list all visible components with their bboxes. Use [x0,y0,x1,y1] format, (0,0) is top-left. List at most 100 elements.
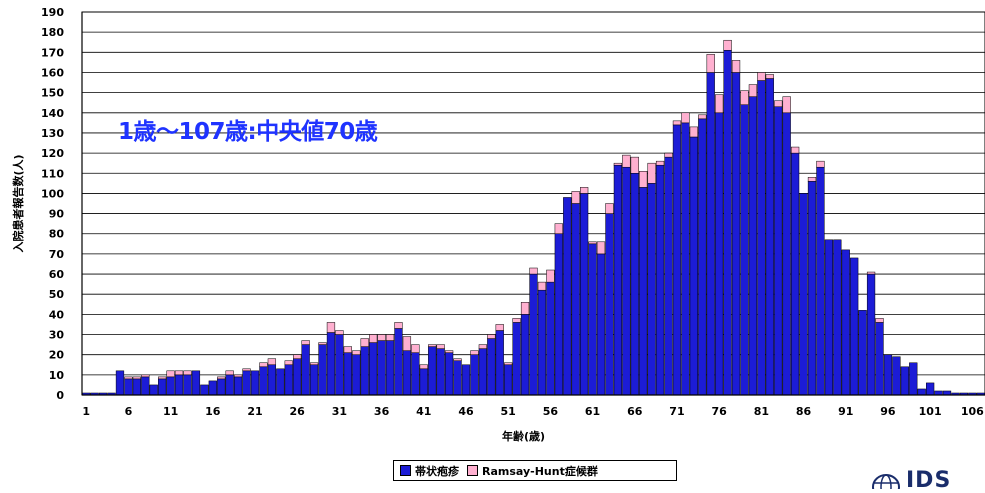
bar-ramsay-hunt [360,338,369,347]
bar-ramsay-hunt [419,364,428,370]
bar-shingles [580,193,589,396]
bar-shingles [740,104,749,396]
bar-shingles [394,328,403,396]
x-tick-label: 16 [205,405,221,418]
bar-shingles [377,340,386,396]
bar-shingles [664,156,673,396]
bar-shingles [672,124,682,396]
bar-ramsay-hunt [158,376,167,380]
bar-ramsay-hunt [377,334,386,341]
bar-ramsay-hunt [183,370,192,376]
bar-shingles [276,368,285,396]
bar-shingles [689,136,698,396]
bar-shingles [166,376,175,396]
bar-shingles [250,370,260,396]
bar-shingles [284,364,293,396]
bar-shingles [681,122,690,396]
bar-shingles [124,378,133,396]
bar-ramsay-hunt [267,358,277,366]
bar-ramsay-hunt [326,322,336,333]
bar-shingles [191,370,201,396]
bar-ramsay-hunt [259,362,268,368]
bar-shingles [141,376,150,396]
bar-shingles [715,112,724,396]
y-tick-label: 40 [49,308,65,321]
bar-ramsay-hunt [655,160,665,166]
bar-ramsay-hunt [790,146,800,154]
bar-shingles [647,183,656,396]
bar-ramsay-hunt [233,374,243,378]
bar-shingles [343,352,352,396]
x-tick-labels: 1 6 11 16 21 26 31 36 41 46 51 56 61 66 71 76 81 86 91 96 10… [82,405,984,418]
bar-ramsay-hunt [385,334,395,341]
bar-shingles [765,78,774,396]
bar-ramsay-hunt [571,191,580,204]
bar-shingles [774,106,783,396]
bar-ramsay-hunt [402,336,412,351]
bar-ramsay-hunt [816,160,825,168]
bar-ramsay-hunt [352,350,361,355]
y-tick-label: 80 [49,228,65,241]
bar-shingles [309,364,319,396]
x-tick-label: 56 [543,405,559,418]
bar-chart: 0 10 20 30 40 50 60 70 80 90 100 110 120 130 140 150 160… [11,6,985,443]
bar-shingles [233,376,243,396]
bar-ramsay-hunt [782,96,791,114]
bar-shingles [883,354,893,396]
bar-shingles [790,152,800,396]
x-tick-label: 6 [125,405,133,418]
y-tick-label: 30 [49,329,65,342]
bar-ramsay-hunt [335,330,344,335]
bar-shingles [588,243,597,396]
bar-shingles [807,181,817,396]
bar-shingles [478,348,487,396]
globe-icon [872,473,900,489]
bar-shingles [554,233,563,396]
bar-shingles [571,203,580,396]
legend-swatch-ramsay-hunt [467,465,478,476]
bar-shingles [799,193,808,396]
legend-label: 帯状疱疹 [415,464,459,478]
legend: 帯状疱疹 Ramsay-Hunt症候群 [393,460,677,481]
bar-shingles [782,112,791,396]
bar-shingles [926,382,935,396]
bar-ramsay-hunt [428,344,437,347]
bar-shingles [866,273,876,396]
y-tick-label: 20 [49,349,65,362]
bar-shingles [875,322,884,396]
bar-shingles [487,338,496,396]
bar-shingles [563,197,572,396]
bar-shingles [495,330,504,396]
bar-ramsay-hunt [512,318,521,323]
bar-shingles [639,187,648,396]
x-axis-label: 年齢(歳) [502,429,545,443]
bar-ramsay-hunt [284,360,293,366]
bar-ramsay-hunt [301,340,310,345]
bar-ramsay-hunt [706,54,715,73]
bar-shingles [428,346,437,396]
bar-ramsay-hunt [605,203,614,214]
x-tick-label: 96 [880,405,896,418]
legend-label: Ramsay-Hunt症候群 [482,464,598,478]
bar-shingles [630,173,639,396]
x-tick-label: 76 [712,405,728,418]
y-tick-label: 190 [41,6,64,19]
bar-shingles [731,72,741,396]
bar-shingles [596,253,606,396]
y-tick-label: 160 [41,66,64,79]
bar-shingles [369,342,378,396]
legend-item-ramsay-hunt: Ramsay-Hunt症候群 [467,463,598,479]
x-tick-label: 81 [754,405,769,418]
bar-ramsay-hunt [369,334,378,343]
bar-shingles [293,358,302,396]
age-range-annotation: 1歳〜107歳:中央値70歳 [118,119,378,145]
bar-ramsay-hunt [866,271,876,275]
bar-ramsay-hunt [166,370,175,378]
bar-shingles [504,364,513,396]
x-tick-label: 31 [332,405,347,418]
bar-ramsay-hunt [723,39,732,51]
bar-shingles [335,334,344,396]
bar-ramsay-hunt [664,152,673,158]
legend-swatch-shingles [400,465,411,476]
bar-shingles [259,366,268,396]
